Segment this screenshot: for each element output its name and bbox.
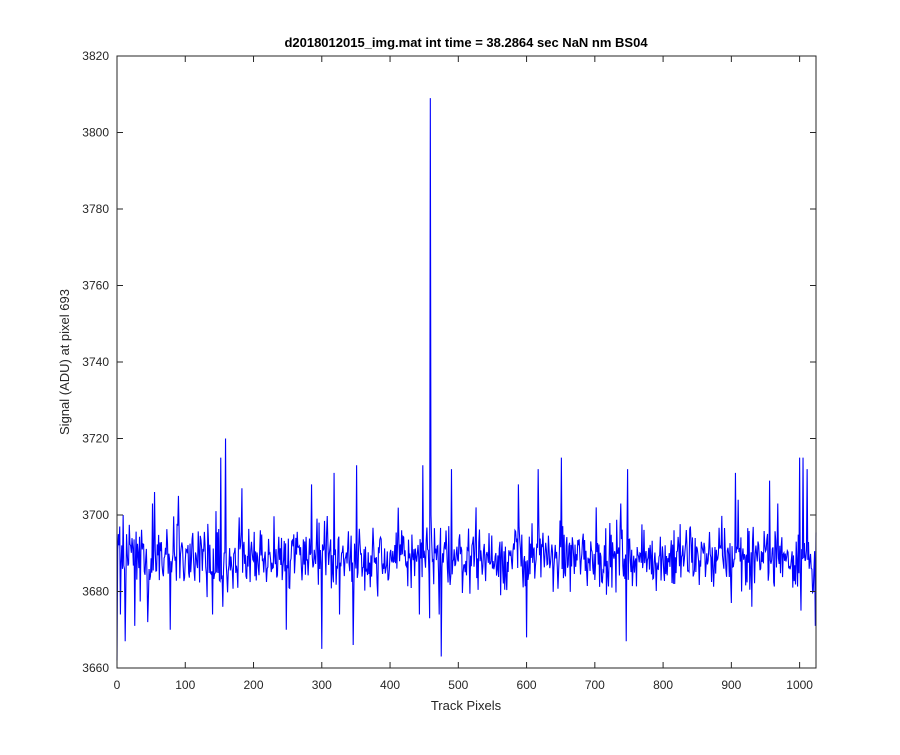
y-tick-label: 3660 <box>82 661 109 675</box>
y-tick-label: 3780 <box>82 202 109 216</box>
ticks-layer: 0 100 200 300 400 500 600 700 800 900 1000 3660 3680… <box>82 49 816 692</box>
x-tick-label: 900 <box>721 678 741 692</box>
x-tick-label: 500 <box>448 678 468 692</box>
x-tick-label: 100 <box>175 678 195 692</box>
y-tick-label: 3800 <box>82 126 109 140</box>
series-line-0 <box>116 98 817 661</box>
y-tick-label: 3760 <box>82 279 109 293</box>
x-tick-label: 200 <box>244 678 264 692</box>
y-tick-label: 3680 <box>82 585 109 599</box>
chart-title: d2018012015_img.mat int time = 38.2864 s… <box>284 35 648 50</box>
y-tick-label: 3740 <box>82 355 109 369</box>
x-tick-label: 600 <box>517 678 537 692</box>
series-layer <box>116 98 817 661</box>
x-tick-label: 0 <box>114 678 121 692</box>
x-tick-label: 800 <box>653 678 673 692</box>
x-tick-label: 700 <box>585 678 605 692</box>
y-tick-label: 3720 <box>82 432 109 446</box>
x-tick-label: 1000 <box>786 678 813 692</box>
y-axis-label: Signal (ADU) at pixel 693 <box>57 289 72 435</box>
y-tick-label: 3820 <box>82 49 109 63</box>
x-axis-label: Track Pixels <box>431 698 502 713</box>
x-tick-label: 400 <box>380 678 400 692</box>
x-tick-label: 300 <box>312 678 332 692</box>
y-tick-label: 3700 <box>82 508 109 522</box>
